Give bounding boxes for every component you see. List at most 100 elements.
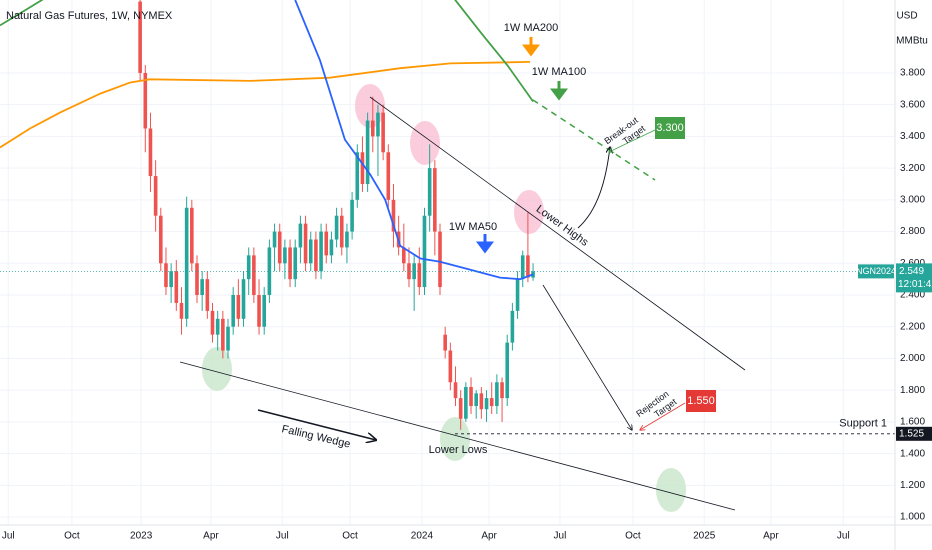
candle-body <box>474 393 478 407</box>
x-tick-label: Jul <box>554 531 567 542</box>
candle-body <box>246 255 251 280</box>
y-tick-label: 2.400 <box>900 290 925 301</box>
candle-body <box>210 310 215 335</box>
annotation: Lower Lows <box>429 444 488 456</box>
ma-line <box>294 0 534 281</box>
chart-title: Natural Gas Futures, 1W, NYMEX <box>6 10 173 22</box>
unit: MMBtu <box>896 36 928 47</box>
ma-label: 1W MA50 <box>449 221 497 233</box>
candle-body <box>148 128 153 177</box>
symbol-box <box>858 264 894 279</box>
candle-body <box>495 382 499 407</box>
candle-body <box>520 255 525 280</box>
candle-body <box>283 247 287 264</box>
symbol-label: NGN2024 <box>856 266 896 276</box>
candle-body <box>308 239 313 264</box>
x-tick-label: 2025 <box>693 531 716 542</box>
candle-body <box>391 199 396 232</box>
ma-line <box>0 61 531 149</box>
candle-body <box>164 263 168 288</box>
candle-body <box>458 398 463 419</box>
drawings <box>179 37 746 511</box>
candle-body <box>314 239 318 272</box>
candle-body <box>448 350 453 383</box>
annotation: Lower Highs <box>534 203 591 249</box>
candle-body <box>298 223 303 248</box>
candle-body <box>262 295 267 327</box>
candle-body <box>221 318 225 351</box>
candle-body <box>190 207 194 264</box>
ma-line <box>0 0 534 103</box>
x-tick-label: Oct <box>64 531 80 542</box>
x-tick-label: Apr <box>481 531 497 542</box>
candle-body <box>526 255 530 278</box>
candle-body <box>515 279 520 311</box>
candle-body <box>329 239 334 256</box>
candle-body <box>433 168 437 232</box>
y-tick-label: 3.800 <box>900 68 925 79</box>
candle-body <box>360 152 365 184</box>
candle-body <box>236 295 241 319</box>
candle-body <box>179 302 184 319</box>
y-tick-label: 1.000 <box>900 512 925 523</box>
y-tick-label: 1.800 <box>900 385 925 396</box>
candle-body <box>422 215 427 288</box>
candle-body <box>159 215 163 264</box>
candle-body <box>153 176 158 216</box>
candle-body <box>215 318 220 335</box>
candle-body <box>324 231 329 256</box>
target-box <box>655 117 685 139</box>
candle-body <box>195 263 199 296</box>
x-tick-label: Jul <box>837 531 850 542</box>
support-box <box>896 426 932 441</box>
candle-body <box>484 398 489 410</box>
x-tick-label: 2024 <box>411 531 434 542</box>
candle-body <box>339 215 344 248</box>
target-box <box>686 390 716 412</box>
candle-body <box>365 120 370 184</box>
candle-body <box>438 231 442 288</box>
y-tick-label: 2.800 <box>900 226 925 237</box>
candle-body <box>505 342 510 399</box>
candle-body <box>453 382 458 399</box>
candle-body <box>184 207 189 319</box>
y-tick-label: 3.200 <box>900 163 925 174</box>
candle-body <box>381 112 385 153</box>
candle-body <box>267 247 272 296</box>
y-tick-label: 2.000 <box>900 353 925 364</box>
candle-body <box>293 247 298 280</box>
candle-body <box>241 279 246 319</box>
candle-body <box>417 263 422 288</box>
x-tick-label: Jul <box>276 531 289 542</box>
candle-body <box>174 271 179 303</box>
price-label: 2.549 <box>899 266 924 277</box>
y-tick-label: 1.600 <box>900 417 925 428</box>
y-tick-label: 3.600 <box>900 99 925 110</box>
candle-body <box>350 199 354 232</box>
plot <box>0 0 895 435</box>
x-tick-label: Apr <box>763 531 779 542</box>
candle-body <box>443 334 447 351</box>
support-name: Support 1 <box>839 418 887 430</box>
candle-body <box>402 247 406 264</box>
candle-body <box>200 279 204 296</box>
candle-body <box>138 1 142 73</box>
x-tick-label: Oct <box>625 531 641 542</box>
x-tick-label: Oct <box>342 531 358 542</box>
candle-body <box>226 326 230 351</box>
candle-body <box>143 72 148 129</box>
candle-body <box>231 295 235 327</box>
currency: USD <box>896 11 917 22</box>
candle-body <box>319 231 323 272</box>
target-value: 3.300 <box>656 122 684 134</box>
candle-body <box>334 215 339 240</box>
support-label: 1.525 <box>899 428 924 439</box>
candle-body <box>489 398 494 407</box>
candle-body <box>370 120 375 137</box>
y-tick-label: 1.200 <box>900 480 925 491</box>
candle-body <box>277 231 282 264</box>
candle-body <box>303 223 308 264</box>
annotation: Falling Wedge <box>281 423 352 450</box>
candle-body <box>345 231 349 248</box>
